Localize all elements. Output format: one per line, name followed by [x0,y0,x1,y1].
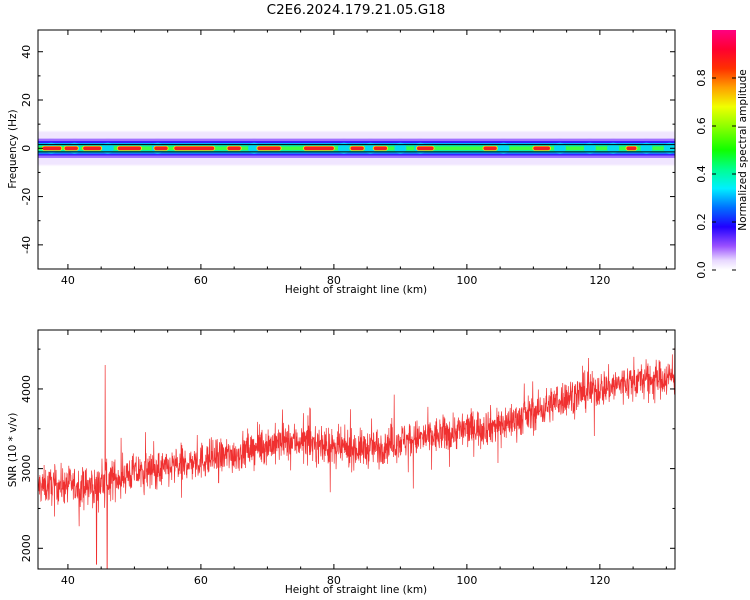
spectral-peak [42,146,62,151]
bottom-ytick-label: 3000 [20,455,33,483]
colorbar-tick-label: 0.8 [695,69,708,87]
top-ylabel: Frequency (Hz) [7,109,19,188]
bottom-axes: 40 60 80 100 120 2000 3000 4000 [20,330,675,587]
snr-line [38,347,675,569]
spectral-peak [83,146,102,151]
spectral-peak [117,146,142,151]
top-ytick-label: 40 [20,45,33,59]
spectral-bump-core [583,142,596,154]
spectral-peak [417,146,434,151]
spectral-bump-core [497,142,510,154]
spectral-bump-core [640,142,653,154]
bottom-plot-frame [37,329,676,570]
bottom-xtick-label: 40 [61,574,75,587]
spectral-peak [257,146,281,151]
top-xtick-label: 120 [589,274,610,287]
spectral-peak [533,146,550,151]
bottom-ytick-label: 4000 [20,375,33,403]
colorbar-ticks: 0.0 0.2 0.4 0.6 0.8 [695,69,736,279]
top-plot-frame [37,29,676,270]
spectral-bump-core [364,142,377,154]
top-xtick-label: 80 [327,274,341,287]
top-xlabel: Height of straight line (km) [285,284,427,296]
top-xtick-label: 100 [456,274,477,287]
colorbar-tick-label: 0.2 [695,213,708,231]
spectral-bump-core [101,142,114,154]
bottom-ylabel: SNR (10 * v/v) [7,413,19,488]
top-ytick-label: -20 [20,188,33,206]
bottom-xtick-label: 120 [589,574,610,587]
top-ytick-label: 20 [20,93,33,107]
bottom-xtick-label: 100 [456,574,477,587]
figure-title: C2E6.2024.179.21.05.G18 [267,2,446,18]
spectrogram-marks [38,131,675,166]
snr-series [38,347,675,569]
colorbar: 0.0 0.2 0.4 0.6 0.8 Normalized spectral ampl… [695,30,749,279]
colorbar-tick-label: 0.0 [695,261,708,279]
colorbar-tick-label: 0.6 [695,117,708,135]
bottom-xlabel: Height of straight line (km) [285,584,427,596]
colorbar-tick-label: 0.4 [695,165,708,183]
spectral-bump-core [663,142,675,154]
spectral-peak [373,146,388,151]
bottom-xtick-label: 60 [194,574,208,587]
bottom-xtick-label: 80 [327,574,341,587]
spectral-peak [483,146,497,151]
colorbar-label: Normalized spectral amplitude [737,69,749,230]
top-xtick-label: 40 [61,274,75,287]
spectral-peak [154,146,168,151]
spectral-bump-core [337,142,350,154]
spectral-peak [64,146,78,151]
top-axes: 40 60 80 100 120 -40 -20 0 20 40 [20,30,675,287]
snr-panel: 40 60 80 100 120 2000 3000 4000 Height of strai… [7,329,676,596]
spectral-bump-core [394,142,407,154]
bottom-ytick-label: 2000 [20,534,33,562]
spectral-peak [350,146,364,151]
spectral-peak [303,146,334,151]
spectral-bump-core [553,142,566,154]
spectral-peak [626,146,637,151]
spectrogram-panel: 40 60 80 100 120 -40 -20 0 20 40 Height of straig… [7,29,676,296]
spectral-bump-core [607,142,620,154]
spectral-bump-core [248,142,261,154]
colorbar-gradient [712,30,736,270]
spectral-peak [227,146,241,151]
spectral-peak [174,146,215,151]
top-xtick-label: 60 [194,274,208,287]
top-ytick-label: 0 [20,145,33,152]
top-ytick-label: -40 [20,236,33,254]
